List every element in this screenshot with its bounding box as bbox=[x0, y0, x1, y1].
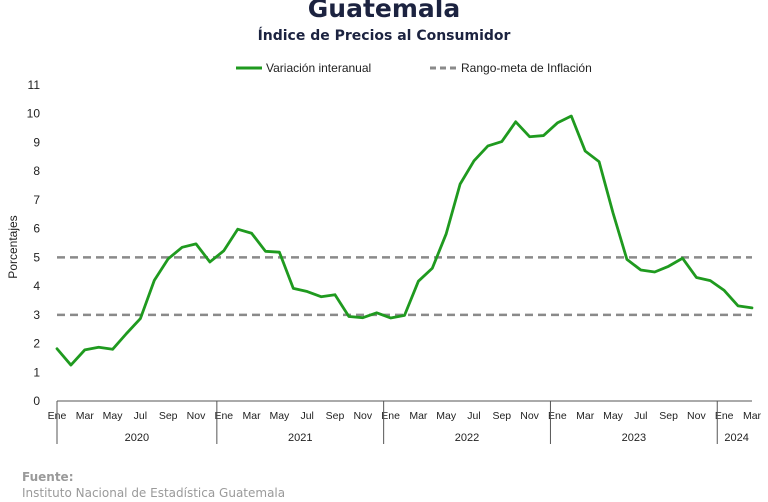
y-tick-label-5: 5 bbox=[33, 250, 40, 264]
x-tick-label: Nov bbox=[187, 410, 206, 422]
y-tick-label-9: 9 bbox=[33, 135, 40, 149]
source-label: Fuente: bbox=[22, 470, 74, 484]
x-tick-label: Sep bbox=[326, 410, 345, 422]
x-tick-label: Jul bbox=[467, 410, 480, 422]
y-axis-label: Porcentajes bbox=[6, 215, 20, 278]
legend-label-rango: Rango-meta de Inflación bbox=[461, 61, 592, 75]
x-tick-label: Jul bbox=[634, 410, 647, 422]
x-tick-label: May bbox=[603, 410, 624, 422]
x-tick-label: Ene bbox=[381, 410, 400, 422]
x-tick-label: Mar bbox=[576, 410, 595, 422]
series-line-variacion bbox=[55, 114, 754, 367]
x-tick-label: Ene bbox=[548, 410, 567, 422]
y-tick-label-0: 0 bbox=[33, 394, 40, 408]
x-tick-label: Ene bbox=[214, 410, 233, 422]
x-tick-label: May bbox=[436, 410, 457, 422]
year-label-2024: 2024 bbox=[724, 432, 748, 444]
x-tick-label: Jul bbox=[134, 410, 147, 422]
y-tick-label-2: 2 bbox=[33, 337, 40, 351]
y-tick-label-10: 10 bbox=[27, 107, 41, 121]
x-tick-label: Sep bbox=[492, 410, 511, 422]
y-axis-ticks: 0 1 2 3 4 5 6 7 8 9 10 11 bbox=[27, 78, 41, 408]
y-tick-label-6: 6 bbox=[33, 222, 40, 236]
x-tick-label: May bbox=[103, 410, 124, 422]
series-area bbox=[55, 114, 754, 367]
x-tick-label: May bbox=[269, 410, 290, 422]
legend-label-variacion: Variación interanual bbox=[266, 61, 371, 75]
y-tick-label-4: 4 bbox=[33, 279, 40, 293]
x-tick-label: Nov bbox=[520, 410, 539, 422]
year-label-2022: 2022 bbox=[455, 432, 479, 444]
line-chart: Variación interanual Rango-meta de Infla… bbox=[6, 61, 762, 444]
x-tick-label: Mar bbox=[743, 410, 762, 422]
x-tick-label: Mar bbox=[243, 410, 262, 422]
y-tick-label-1: 1 bbox=[33, 365, 40, 379]
year-label-2023: 2023 bbox=[622, 432, 646, 444]
year-label-2021: 2021 bbox=[288, 432, 312, 444]
x-tick-label: Sep bbox=[659, 410, 678, 422]
target-range-lines bbox=[57, 256, 752, 317]
x-tick-label: Mar bbox=[409, 410, 428, 422]
x-axis: Ene Mar May Jul Sep Nov Ene Mar May Jul Sep Nov Ene M… bbox=[48, 400, 762, 444]
y-tick-label-7: 7 bbox=[33, 193, 40, 207]
y-tick-label-8: 8 bbox=[33, 164, 40, 178]
y-tick-label-11: 11 bbox=[28, 78, 41, 92]
x-tick-label: Nov bbox=[353, 410, 372, 422]
legend: Variación interanual Rango-meta de Infla… bbox=[236, 61, 592, 75]
x-tick-label: Mar bbox=[76, 410, 95, 422]
chart-subtitle: Índice de Precios al Consumidor bbox=[257, 28, 511, 44]
chart-title: Guatemala bbox=[307, 0, 461, 23]
x-tick-label: Sep bbox=[159, 410, 178, 422]
x-tick-label: Jul bbox=[300, 410, 313, 422]
x-tick-label: Nov bbox=[687, 410, 706, 422]
source-text: Instituto Nacional de Estadística Guatem… bbox=[22, 486, 286, 500]
y-tick-label-3: 3 bbox=[33, 308, 40, 322]
x-tick-label: Ene bbox=[715, 410, 734, 422]
year-label-2020: 2020 bbox=[125, 432, 149, 444]
